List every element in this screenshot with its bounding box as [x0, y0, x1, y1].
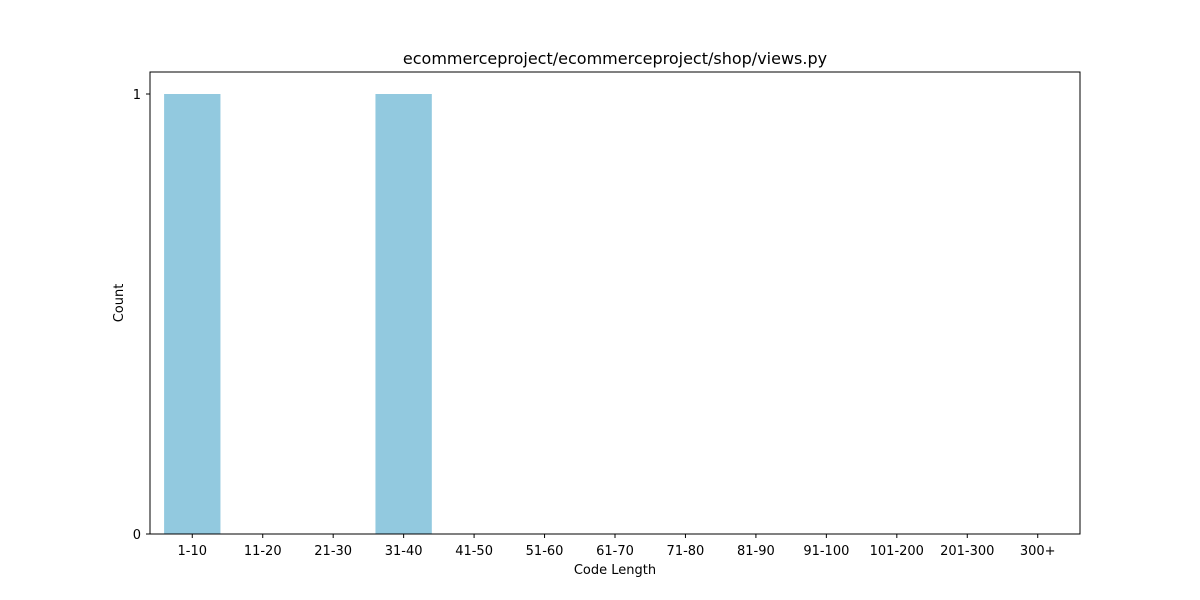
x-axis: 1-10 11-20 21-30 31-40 41-50 51-60 61-70 71-80 8…	[178, 534, 1056, 559]
plot-frame	[149, 71, 1081, 535]
x-tick-label: 61-70	[596, 544, 634, 559]
x-tick-label: 81-90	[737, 544, 775, 559]
y-axis: 01	[133, 88, 150, 543]
bar-31-40	[375, 94, 432, 534]
x-tick-label: 300+	[1020, 544, 1056, 559]
x-tick-label: 51-60	[526, 544, 564, 559]
x-tick-label: 41-50	[455, 544, 493, 559]
x-tick-label: 91-100	[803, 544, 849, 559]
x-tick-label: 101-200	[870, 544, 924, 559]
x-tick-label: 1-10	[178, 544, 208, 559]
x-tick-label: 31-40	[385, 544, 423, 559]
x-tick-label: 201-300	[940, 544, 994, 559]
y-tick-label: 1	[133, 88, 141, 103]
y-tick-label: 0	[133, 528, 141, 543]
x-tick-label: 71-80	[667, 544, 705, 559]
x-axis-label: Code Length	[574, 563, 656, 578]
bar-1-10	[164, 94, 221, 534]
x-tick-label: 21-30	[314, 544, 352, 559]
bars-layer	[164, 94, 432, 534]
chart-title: ecommerceproject/ecommerceproject/shop/v…	[403, 49, 827, 68]
x-tick-label: 11-20	[244, 544, 282, 559]
y-axis-label: Count	[112, 284, 127, 323]
